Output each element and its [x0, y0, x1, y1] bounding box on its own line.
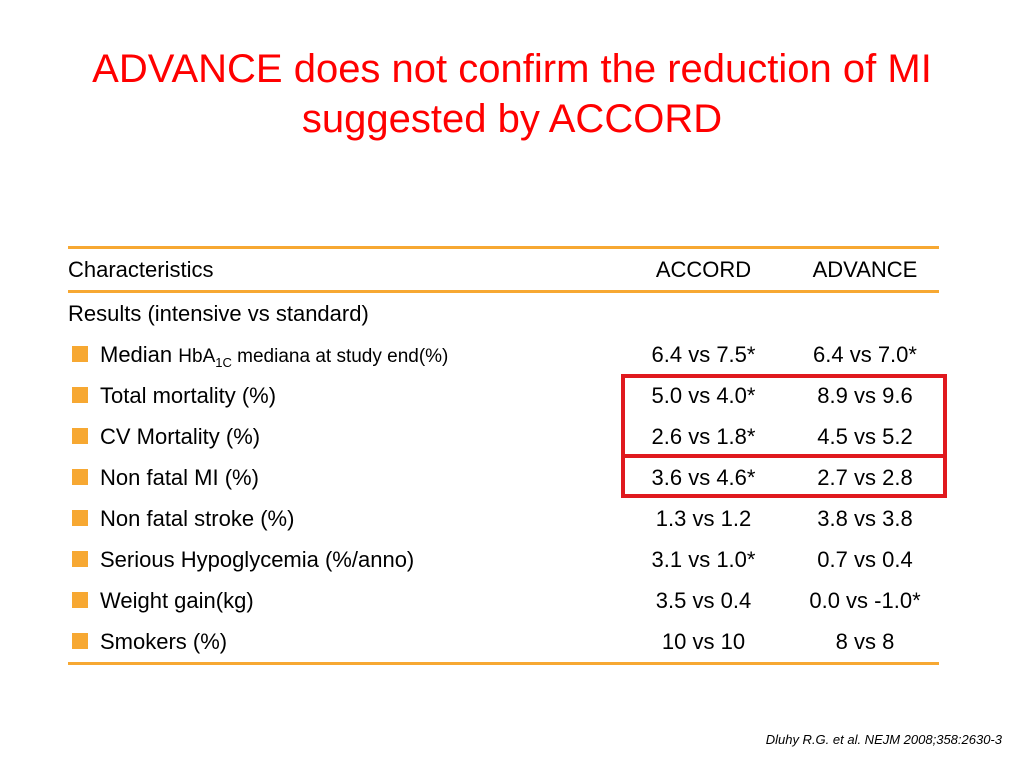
square-bullet-icon	[72, 592, 88, 608]
table-row: Smokers (%) 10 vs 10 8 vs 8	[68, 621, 939, 662]
square-bullet-icon	[72, 551, 88, 567]
section-label: Results (intensive vs standard)	[68, 301, 369, 326]
highlight-box-nonfatal-mi	[621, 454, 947, 498]
row-label-sub: 1C	[215, 355, 232, 370]
advance-value: 3.8 vs 3.8	[817, 506, 913, 531]
square-bullet-icon	[72, 633, 88, 649]
bottom-rule	[68, 662, 939, 665]
row-label: Non fatal stroke (%)	[100, 506, 295, 531]
row-label-post: mediana at study end(%)	[231, 346, 449, 367]
table-row: Weight gain(kg) 3.5 vs 0.4 0.0 vs -1.0*	[68, 580, 939, 621]
square-bullet-icon	[72, 469, 88, 485]
advance-value: 8 vs 8	[835, 629, 895, 654]
top-rule	[68, 246, 939, 249]
title-line-2: suggested by ACCORD	[301, 97, 723, 141]
table-row: Median HbA1C mediana at study end(%) 6.4…	[68, 334, 939, 375]
square-bullet-icon	[72, 428, 88, 444]
row-label-hba: HbA	[178, 346, 216, 367]
row-label: Median HbA1C mediana at study end(%)	[100, 334, 448, 375]
header-characteristics: Characteristics	[68, 257, 214, 282]
table-row: Non fatal MI (%) 3.6 vs 4.6* 2.7 vs 2.8	[68, 457, 939, 498]
row-label: Serious Hypoglycemia (%/anno)	[100, 547, 415, 572]
row-label-main: Median	[100, 342, 173, 367]
accord-value: 6.4 vs 7.5*	[651, 342, 756, 367]
square-bullet-icon	[72, 387, 88, 403]
accord-value: 5.0 vs 4.0*	[651, 383, 756, 408]
advance-value: 4.5 vs 5.2	[817, 424, 913, 449]
header-accord: ACCORD	[655, 257, 752, 282]
title-line-1: ADVANCE does not confirm the reduction o…	[92, 47, 932, 91]
accord-value: 1.3 vs 1.2	[655, 506, 752, 531]
header-rule	[68, 290, 939, 293]
row-label: Weight gain(kg)	[100, 588, 254, 613]
square-bullet-icon	[72, 510, 88, 526]
table-row: Serious Hypoglycemia (%/anno) 3.1 vs 1.0…	[68, 539, 939, 580]
highlight-box-mortality	[621, 374, 947, 458]
row-label: Non fatal MI (%)	[100, 465, 259, 490]
table-row: CV Mortality (%) 2.6 vs 1.8* 4.5 vs 5.2	[68, 416, 939, 457]
row-label: CV Mortality (%)	[100, 424, 261, 449]
header-advance: ADVANCE	[812, 257, 918, 282]
section-label-row: Results (intensive vs standard)	[68, 293, 939, 334]
comparison-table: Characteristics ACCORD ADVANCE Results (…	[68, 246, 947, 665]
advance-value: 8.9 vs 9.6	[817, 383, 913, 408]
advance-value: 0.0 vs -1.0*	[809, 588, 921, 613]
table-header-row: Characteristics ACCORD ADVANCE	[68, 249, 939, 290]
square-bullet-icon	[72, 346, 88, 362]
table-row: Non fatal stroke (%) 1.3 vs 1.2 3.8 vs 3…	[68, 498, 939, 539]
accord-value: 10 vs 10	[661, 629, 746, 654]
slide-title: ADVANCE does not confirm the reduction o…	[40, 44, 984, 144]
accord-value: 3.5 vs 0.4	[655, 588, 752, 613]
advance-value: 6.4 vs 7.0*	[813, 342, 917, 367]
row-label: Total mortality (%)	[100, 383, 277, 408]
advance-value: 0.7 vs 0.4	[817, 547, 913, 572]
advance-value: 2.7 vs 2.8	[817, 465, 913, 490]
table-row: Total mortality (%) 5.0 vs 4.0* 8.9 vs 9…	[68, 375, 939, 416]
accord-value: 2.6 vs 1.8*	[651, 424, 756, 449]
row-label: Smokers (%)	[100, 629, 228, 654]
accord-value: 3.6 vs 4.6*	[651, 465, 756, 490]
citation: Dluhy R.G. et al. NEJM 2008;358:2630-3	[765, 732, 1002, 747]
accord-value: 3.1 vs 1.0*	[651, 547, 756, 572]
